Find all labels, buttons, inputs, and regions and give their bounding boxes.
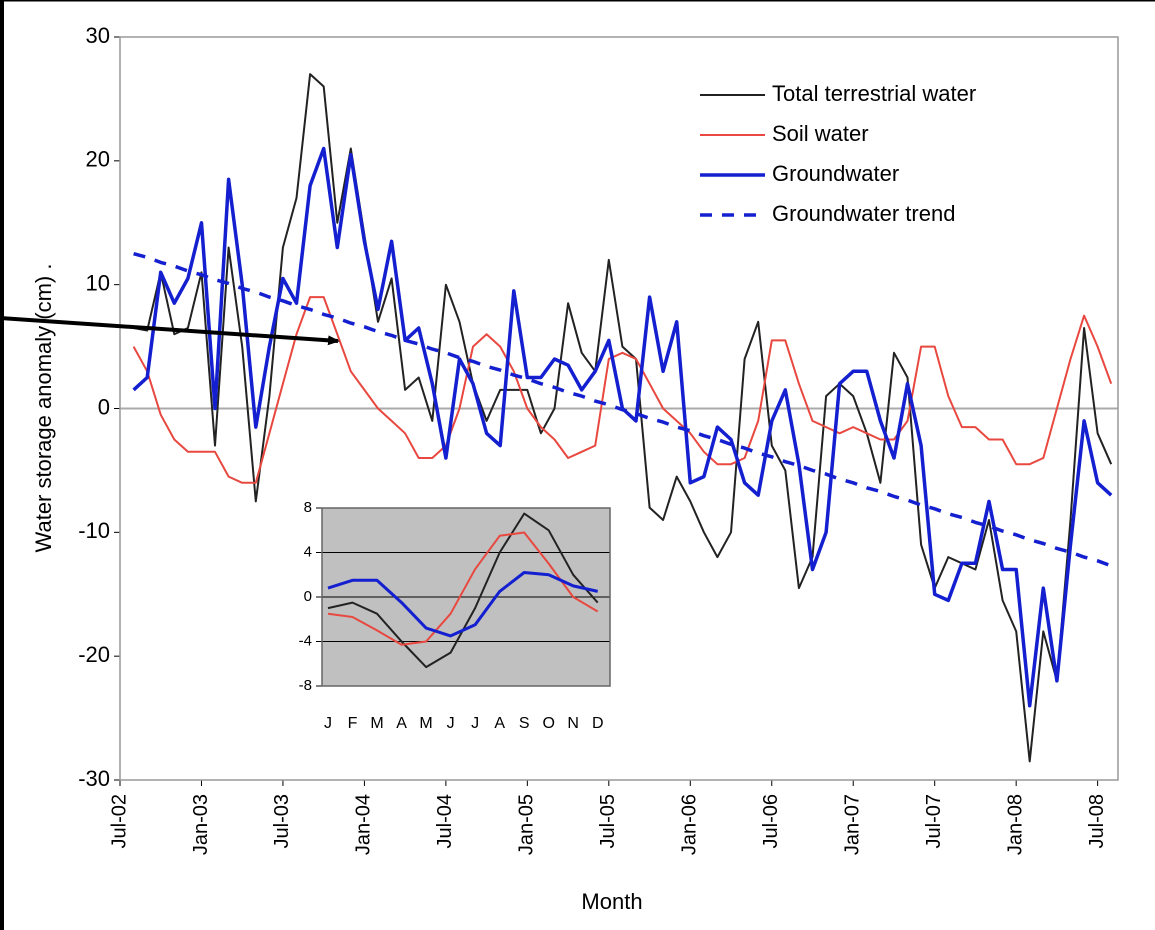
y-axis-title: Water storage anomaly (cm) . [31, 264, 56, 553]
legend-label: Soil water [772, 121, 869, 146]
x-tick-label: Jan-03 [190, 794, 212, 855]
y-tick-label: 0 [304, 588, 312, 605]
x-tick-label: F [348, 715, 358, 732]
x-tick-label: Jul-02 [108, 794, 130, 848]
y-tick-label: 0 [98, 394, 110, 419]
y-tick-label: 8 [304, 499, 312, 516]
plot-frame [321, 507, 611, 687]
legend-label: Total terrestrial water [772, 81, 976, 106]
y-tick-label: 4 [304, 543, 312, 560]
y-tick-label: -8 [299, 677, 312, 694]
x-tick-label: A [396, 715, 407, 732]
series-line [133, 73, 1113, 763]
x-tick-label: N [567, 715, 579, 732]
series-line [133, 252, 1112, 568]
x-tick-label: Jul-04 [434, 794, 456, 848]
x-axis-title: Month [581, 889, 642, 914]
y-tick-label: 20 [86, 147, 110, 172]
x-tick-label: J [324, 715, 332, 732]
x-tick-label: Jul-03 [271, 794, 293, 848]
x-tick-label: O [542, 715, 554, 732]
x-tick-label: Jan-05 [516, 794, 538, 855]
y-tick-label: -20 [78, 642, 110, 667]
y-tick-label: -4 [299, 632, 312, 649]
series-line [132, 296, 1113, 484]
annotation-arrow [0, 316, 340, 346]
x-tick-label: Jul-07 [923, 794, 945, 848]
x-tick-label: M [370, 715, 383, 732]
x-tick-label: Jan-08 [1004, 794, 1026, 855]
legend-label: Groundwater [772, 161, 899, 186]
y-tick-label: 10 [86, 270, 110, 295]
x-tick-label: J [471, 715, 479, 732]
x-tick-label: Jul-08 [1086, 794, 1108, 848]
y-tick-label: 30 [86, 23, 110, 48]
plot-frame [119, 36, 1119, 781]
y-tick-label: -10 [78, 518, 110, 543]
legend-label: Groundwater trend [772, 201, 955, 226]
x-tick-label: Jul-05 [597, 794, 619, 848]
x-tick-label: M [419, 715, 432, 732]
x-tick-label: S [519, 715, 530, 732]
x-tick-label: Jan-06 [679, 794, 701, 855]
x-tick-label: Jul-06 [760, 794, 782, 848]
x-tick-label: D [592, 715, 604, 732]
x-tick-label: J [447, 715, 455, 732]
y-tick-label: -30 [78, 766, 110, 791]
series-line [327, 571, 599, 638]
series-line [327, 531, 599, 646]
x-tick-label: Jan-07 [842, 794, 864, 855]
x-tick-label: Jan-04 [353, 794, 375, 855]
x-tick-label: A [494, 715, 505, 732]
